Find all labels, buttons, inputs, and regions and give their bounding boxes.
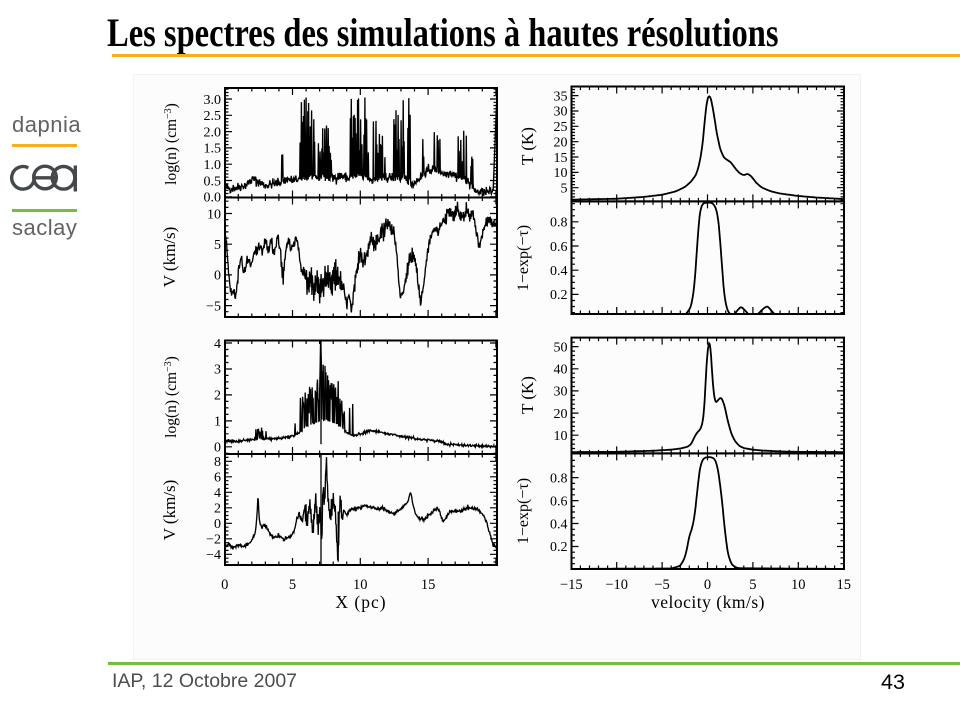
- svg-text:0: 0: [214, 441, 221, 456]
- svg-text:50: 50: [554, 340, 568, 355]
- svg-text:3: 3: [214, 363, 221, 378]
- svg-text:0.4: 0.4: [550, 264, 568, 279]
- svg-text:2: 2: [214, 502, 221, 517]
- svg-text:10: 10: [207, 207, 221, 222]
- svg-text:15: 15: [554, 151, 568, 166]
- svg-text:30: 30: [554, 385, 568, 400]
- svg-text:1.5: 1.5: [204, 142, 222, 157]
- svg-text:1−exp(−τ): 1−exp(−τ): [515, 478, 532, 544]
- svg-text:6: 6: [214, 471, 221, 486]
- svg-text:X (pc): X (pc): [335, 592, 386, 612]
- svg-text:2.0: 2.0: [204, 125, 222, 140]
- svg-text:10: 10: [791, 577, 806, 593]
- svg-text:40: 40: [554, 363, 568, 378]
- svg-text:0: 0: [704, 577, 711, 593]
- svg-text:5: 5: [561, 182, 568, 197]
- svg-text:20: 20: [554, 407, 568, 422]
- svg-text:5: 5: [749, 577, 756, 593]
- svg-text:0.6: 0.6: [550, 494, 568, 509]
- svg-text:V (km/s): V (km/s): [160, 227, 179, 288]
- svg-text:−4: −4: [206, 548, 221, 563]
- svg-text:15: 15: [421, 577, 436, 593]
- svg-text:0: 0: [214, 517, 221, 532]
- svg-text:−15: −15: [560, 577, 583, 593]
- svg-text:3.0: 3.0: [204, 93, 222, 108]
- svg-text:20: 20: [554, 135, 568, 150]
- svg-text:0.5: 0.5: [204, 174, 222, 189]
- svg-text:0.8: 0.8: [550, 216, 568, 231]
- svg-text:T (K): T (K): [518, 127, 537, 165]
- svg-text:0: 0: [214, 269, 221, 284]
- svg-text:1.0: 1.0: [204, 158, 222, 173]
- svg-text:10: 10: [554, 429, 568, 444]
- svg-text:−10: −10: [605, 577, 628, 593]
- svg-text:1−exp(−τ): 1−exp(−τ): [515, 225, 532, 291]
- svg-text:8: 8: [214, 455, 221, 470]
- svg-text:10: 10: [554, 166, 568, 181]
- svg-text:0.8: 0.8: [550, 471, 568, 486]
- svg-text:1: 1: [214, 415, 221, 430]
- svg-text:0.4: 0.4: [550, 517, 568, 532]
- svg-text:−2: −2: [206, 533, 221, 548]
- svg-text:0.6: 0.6: [550, 240, 568, 255]
- svg-text:4: 4: [214, 337, 221, 352]
- svg-text:log(n) (cm−3): log(n) (cm−3): [163, 103, 180, 185]
- svg-text:15: 15: [836, 577, 851, 593]
- svg-text:30: 30: [554, 105, 568, 120]
- svg-text:−5: −5: [654, 577, 669, 593]
- svg-text:0.2: 0.2: [550, 288, 568, 303]
- svg-text:T (K): T (K): [518, 376, 537, 414]
- svg-text:2: 2: [214, 389, 221, 404]
- svg-text:2.5: 2.5: [204, 109, 222, 124]
- svg-text:4: 4: [214, 486, 221, 501]
- svg-text:log(n) (cm−3): log(n) (cm−3): [163, 356, 180, 438]
- svg-text:25: 25: [554, 120, 568, 135]
- svg-text:35: 35: [554, 89, 568, 104]
- svg-text:velocity (km/s): velocity (km/s): [651, 592, 765, 612]
- svg-text:−5: −5: [206, 299, 221, 314]
- svg-text:0: 0: [221, 577, 228, 593]
- svg-text:V (km/s): V (km/s): [160, 480, 179, 541]
- svg-text:0.2: 0.2: [550, 540, 568, 555]
- svg-text:10: 10: [353, 577, 368, 593]
- svg-text:5: 5: [289, 577, 296, 593]
- svg-text:0.0: 0.0: [204, 191, 222, 206]
- svg-text:5: 5: [214, 238, 221, 253]
